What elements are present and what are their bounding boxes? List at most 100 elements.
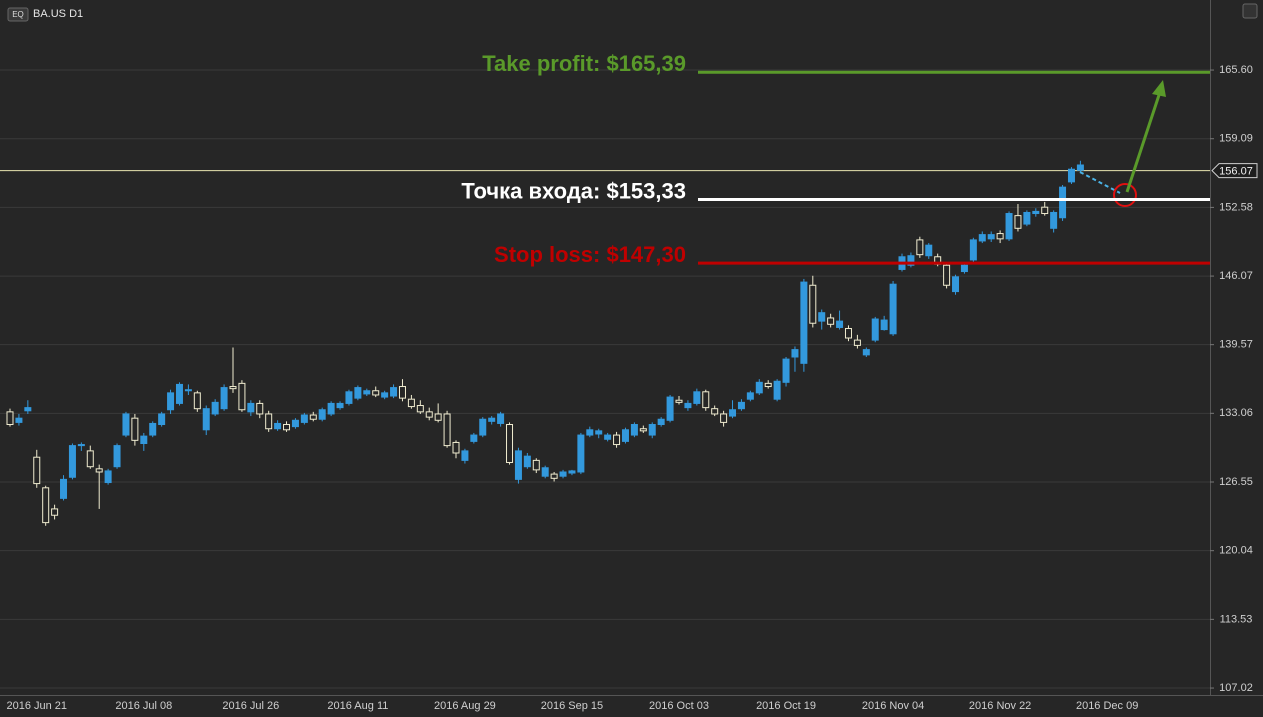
y-tick-label: 113.53 (1220, 613, 1253, 625)
candle-body (1041, 206, 1049, 215)
candle-body (755, 381, 763, 394)
candle-body (925, 244, 933, 257)
candle-body (434, 413, 442, 421)
candle-body (149, 422, 157, 436)
candle-body (978, 234, 986, 242)
y-tick-label: 139.57 (1219, 339, 1253, 351)
candle-body (6, 411, 14, 426)
candle-body (621, 429, 629, 442)
y-tick-label: 120.04 (1219, 545, 1253, 557)
candle-body (916, 239, 924, 256)
candle-body (1023, 211, 1031, 225)
candle-body (523, 455, 531, 468)
candle-body (1032, 210, 1040, 215)
x-tick-label: 2016 Oct 19 (756, 700, 816, 712)
candle-body (657, 418, 665, 426)
x-tick-label: 2016 Nov 04 (862, 700, 924, 712)
candle-body (470, 434, 478, 442)
entry-circle (1113, 183, 1137, 207)
candle-body (969, 239, 977, 261)
candle-body (550, 473, 558, 479)
candle-body (532, 459, 540, 471)
candle-body (95, 468, 103, 473)
level-label: Take profit: $165,39 (482, 51, 686, 76)
x-tick-label: 2016 Jul 26 (222, 700, 279, 712)
candle-body (666, 396, 674, 421)
candle-body (675, 399, 683, 403)
level-label: Stop loss: $147,30 (494, 242, 686, 267)
candle-body (577, 434, 585, 473)
candle-body (1050, 211, 1058, 229)
candle-body (443, 413, 451, 447)
candle-body (354, 387, 362, 399)
candle-body (479, 418, 487, 436)
candle-body (202, 408, 210, 431)
candle-body (827, 317, 835, 325)
candle-body (871, 318, 879, 341)
candle-body (497, 413, 505, 424)
candle-body (140, 435, 148, 445)
candle-body (283, 424, 291, 431)
x-tick-label: 2016 Aug 29 (434, 700, 496, 712)
candle-body (960, 264, 968, 273)
candle-body (390, 387, 398, 397)
candle-body (274, 422, 282, 430)
arrow-head (1152, 80, 1166, 97)
candle-body (844, 328, 852, 339)
candle-body (1076, 164, 1084, 171)
candle-body (363, 390, 371, 395)
x-tick-label: 2016 Jun 21 (6, 700, 67, 712)
y-tick-label: 146.07 (1219, 270, 1253, 282)
candle-body (800, 281, 808, 364)
projection-line (1079, 171, 1121, 194)
candle-body (77, 444, 85, 447)
y-tick-label: 133.06 (1219, 407, 1253, 419)
candle-body (996, 233, 1004, 240)
candle-body (247, 402, 255, 413)
candle-body (737, 401, 745, 410)
candle-body (51, 508, 59, 516)
y-tick-label: 152.58 (1219, 201, 1253, 213)
candle-body (1014, 215, 1022, 229)
candle-body (559, 471, 567, 477)
candle-body (711, 408, 719, 415)
candle-body (862, 349, 870, 356)
candle-body (1005, 213, 1013, 240)
candle-body (193, 392, 201, 410)
badge: EQ (12, 10, 24, 19)
candle-body (693, 391, 701, 404)
candle-body (104, 470, 112, 484)
y-tick-label: 159.09 (1219, 133, 1253, 145)
candle-body (764, 382, 772, 388)
candle-body (639, 428, 647, 432)
candle-body (113, 445, 121, 468)
candle-body (15, 417, 23, 423)
candle-body (1059, 186, 1067, 219)
candle-body (211, 401, 219, 415)
candle-body (568, 470, 576, 474)
candle-body (889, 283, 897, 335)
candle-body (345, 391, 353, 404)
candle-body (256, 402, 264, 415)
candle-body (514, 450, 522, 480)
candle-body (630, 424, 638, 436)
plot: 107.02 113.53 120.04 126.55 133.06 139.57 146.… (0, 64, 1258, 712)
x-tick-label: 2016 Nov 22 (969, 700, 1031, 712)
annotations: Take profit: $165,39 Точка входа: $153,33… (461, 51, 1210, 267)
candle-body (613, 434, 621, 446)
candle-body (943, 264, 951, 286)
candle-body (167, 392, 175, 411)
y-tick-label: 107.02 (1219, 682, 1253, 694)
candle-body (381, 392, 389, 398)
candle-body (461, 450, 469, 461)
candle-body (33, 456, 41, 485)
candle-body (782, 358, 790, 383)
candle-body (595, 430, 603, 435)
settings-icon[interactable] (1242, 3, 1258, 19)
candle-body (853, 339, 861, 346)
candle-body (265, 413, 273, 430)
candle-body (398, 386, 406, 399)
candle-body (309, 414, 317, 420)
